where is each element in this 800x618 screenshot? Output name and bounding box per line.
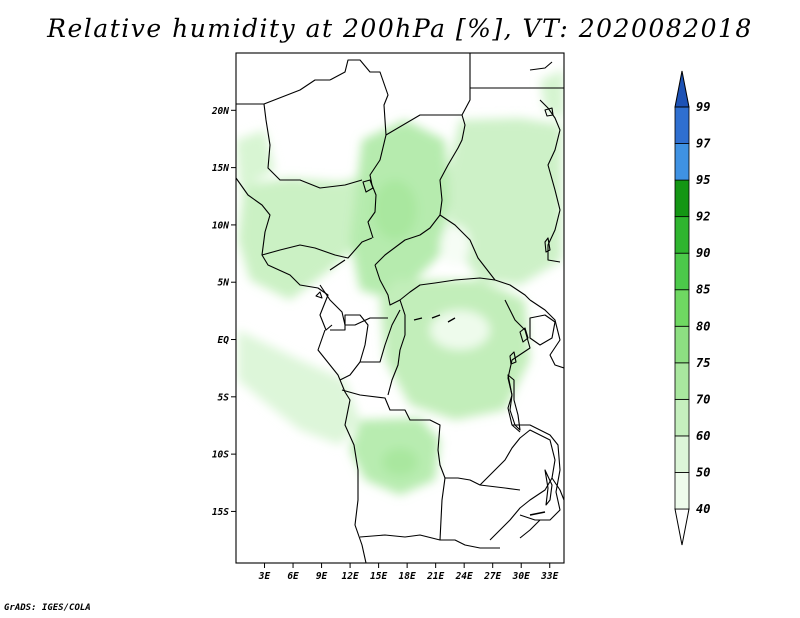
border-zambia — [479, 429, 556, 541]
lon-tick-label: 3E — [258, 571, 271, 582]
shade-congo — [380, 280, 530, 420]
colorbar-segment — [674, 143, 690, 181]
colorbar-label: 60 — [696, 429, 710, 443]
colorbar-segment — [674, 472, 690, 510]
border-car-drc — [387, 299, 406, 396]
border-car-north — [374, 264, 496, 306]
colorbar-label: 40 — [696, 502, 710, 516]
border-east-africa — [504, 299, 564, 433]
lon-tick-label: 9E — [316, 571, 328, 582]
lat-tick-label: 15N — [212, 163, 229, 174]
lat-tick-label: 15S — [212, 507, 229, 518]
lake-albert — [519, 327, 529, 343]
lon-tick-label: 6E — [287, 571, 299, 582]
colorbar-label: 75 — [696, 356, 710, 370]
border-angola-south — [359, 477, 500, 549]
shade-patch-1 — [373, 180, 417, 240]
colorbar-segment — [674, 289, 690, 327]
colorbar-segment — [674, 435, 690, 473]
colorbar-label: 80 — [696, 319, 710, 333]
lon-tick-label: 15E — [370, 571, 387, 582]
colorbar-label: 99 — [696, 100, 710, 114]
colorbar-segment — [674, 106, 690, 144]
lon-tick-label: 21E — [426, 571, 444, 582]
latitude-axis: 20N 15N 10N 5N EQ 5S 10S 15S — [211, 106, 236, 518]
border-chad-sudan — [385, 53, 471, 136]
island-bioko — [315, 291, 323, 299]
border-eritrea — [529, 61, 553, 71]
colorbar-label: 85 — [696, 283, 710, 297]
colorbar-max-arrow — [674, 70, 690, 108]
grads-credit: GrADS: IGES/COLA — [4, 603, 91, 613]
lake-tana — [544, 107, 554, 117]
colorbar-label: 70 — [696, 392, 710, 406]
lon-tick-label: 30E — [512, 571, 530, 582]
shade-west-coast — [236, 130, 275, 190]
lake-chad — [362, 179, 374, 193]
country-borders — [236, 53, 564, 563]
border-west-coast — [236, 103, 363, 189]
shade-patch-2 — [382, 448, 418, 476]
shade-patch-4 — [440, 225, 470, 265]
lat-tick-label: 20N — [211, 106, 229, 117]
lake-malawi — [544, 469, 553, 506]
colorbar-label: 50 — [696, 465, 710, 479]
colorbar-segment — [674, 216, 690, 254]
border-tanzania — [512, 424, 561, 521]
colorbar-segment — [674, 179, 690, 218]
border-mozambique — [519, 477, 564, 539]
lat-tick-label: 5N — [218, 278, 230, 289]
longitude-axis: 3E 6E 9E 12E 15E 18E 21E 24E 27E 30E 33E — [258, 563, 559, 582]
shade-atlantic — [238, 330, 360, 445]
lat-tick-label: 10N — [212, 220, 229, 231]
colorbar-segment — [674, 362, 690, 400]
shade-ethiopia-fringe — [540, 70, 564, 120]
shade-sudan — [448, 118, 562, 285]
border-sudan-west — [374, 114, 466, 266]
lat-tick-label: EQ — [218, 335, 230, 346]
colorbar-label: 95 — [696, 173, 710, 187]
coast-gulf-lower — [317, 329, 367, 563]
lake-tanganyika — [507, 374, 521, 431]
lake-small-1 — [413, 314, 456, 323]
lon-tick-label: 18E — [399, 571, 416, 582]
lon-tick-label: 33E — [540, 571, 558, 582]
border-guinea-coast — [236, 177, 333, 331]
colorbar-label: 97 — [696, 137, 711, 151]
shade-patch-3 — [430, 310, 490, 350]
map-frame — [235, 52, 565, 564]
shade-sahel-west — [238, 175, 372, 300]
lon-tick-label: 12E — [342, 571, 359, 582]
border-ethiopia — [470, 87, 564, 263]
lat-tick-label: 5S — [218, 392, 230, 403]
colorbar-segment — [674, 325, 690, 364]
border-south-sudan — [439, 214, 531, 301]
colorbar: 40 50 60 70 75 80 85 90 92 95 97 99 — [674, 70, 711, 546]
lake-turkana — [544, 237, 551, 253]
lake-kivu — [509, 351, 517, 365]
border-libya-algeria — [263, 79, 330, 105]
colorbar-segment — [674, 252, 690, 291]
lat-tick-label: 10S — [212, 450, 229, 461]
colorbar-label: 90 — [696, 246, 710, 260]
border-drc-west — [341, 389, 521, 491]
lake-victoria — [529, 314, 556, 346]
lon-tick-label: 24E — [455, 571, 473, 582]
humidity-shading — [236, 70, 564, 495]
border-niger-chad — [329, 59, 389, 239]
colorbar-label: 92 — [696, 210, 710, 224]
chart-title: Relative humidity at 200hPa [%], VT: 202… — [47, 14, 753, 43]
border-gabon-congo — [330, 309, 401, 381]
colorbar-min-arrow — [674, 508, 690, 546]
lon-tick-label: 27E — [483, 571, 501, 582]
colorbar-segment — [674, 398, 690, 437]
lake-kariba — [529, 511, 546, 516]
